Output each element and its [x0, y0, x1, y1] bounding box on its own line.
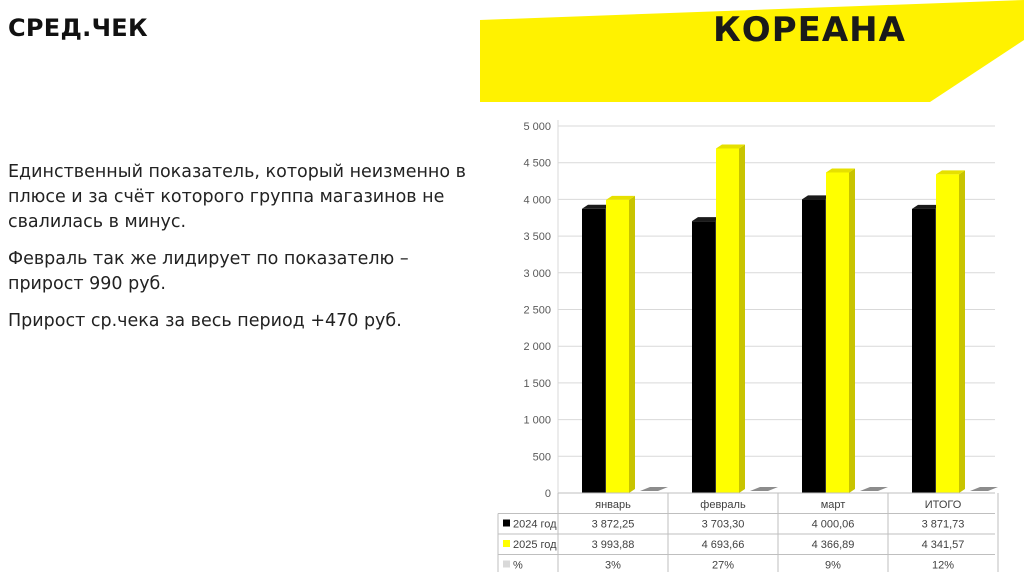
data-label: 9%	[825, 560, 841, 572]
bar-2025-2	[716, 144, 745, 493]
legend-key	[503, 519, 510, 527]
bar-front	[912, 208, 935, 494]
description-paragraph-1: Единственный показатель, который неизмен…	[8, 162, 466, 232]
bar-top	[826, 168, 855, 173]
bar-top	[802, 195, 831, 200]
description-paragraph-2: Февраль так же лидирует по показателю – …	[8, 249, 409, 294]
data-label: 3 993,88	[592, 539, 635, 551]
data-label: 3 871,73	[922, 519, 965, 531]
bar-front	[716, 148, 739, 493]
data-label: 4 366,89	[812, 539, 855, 551]
page-title: СРЕД.ЧЕК	[8, 14, 148, 42]
brand-logo: КОРЕАНА	[713, 10, 906, 50]
y-tick-label: 1 000	[523, 415, 551, 427]
data-label: 12%	[932, 560, 954, 572]
data-label: 27%	[712, 560, 734, 572]
y-tick-label: 0	[545, 488, 551, 500]
bar-top	[692, 217, 721, 222]
bar-top	[716, 144, 745, 149]
description-paragraph-3: Прирост ср.чека за весь период +470 руб.	[8, 311, 402, 331]
y-tick-label: 4 000	[523, 194, 551, 206]
legend-key	[503, 560, 510, 568]
floor-shadow	[640, 487, 668, 491]
bar-front	[802, 199, 825, 493]
data-label: 3 872,25	[592, 519, 635, 531]
bar-side	[629, 195, 635, 493]
data-label: 3 703,30	[702, 519, 745, 531]
series-name: 2024 год	[513, 519, 557, 531]
category-label: март	[821, 499, 846, 511]
y-tick-label: 3 000	[523, 268, 551, 280]
bar-top	[606, 195, 635, 200]
category-label: январь	[595, 499, 631, 511]
data-label: 4 000,06	[812, 519, 855, 531]
data-label: 4 693,66	[702, 539, 745, 551]
bar-front	[692, 221, 715, 493]
legend-key	[503, 540, 510, 547]
category-label: ИТОГО	[925, 499, 962, 511]
y-tick-label: 500	[533, 451, 551, 463]
bar-side	[849, 168, 855, 493]
category-label: февраль	[700, 499, 746, 511]
series-name: 2025 год	[513, 539, 557, 551]
y-tick-label: 4 500	[523, 158, 551, 170]
bar-front	[936, 174, 959, 493]
series-name: %	[513, 560, 523, 572]
yellow-banner	[480, 0, 1024, 102]
bar-2025-1	[606, 195, 635, 493]
bar-top	[912, 204, 941, 209]
bar-top	[582, 204, 611, 209]
bar-side	[959, 170, 965, 493]
bar-2025-4	[936, 170, 965, 493]
bar-2025-3	[826, 168, 855, 493]
floor-shadow	[970, 487, 998, 491]
bar-front	[826, 172, 849, 493]
bar-side	[739, 144, 745, 493]
y-tick-label: 5 000	[523, 121, 551, 133]
bar-front	[606, 199, 629, 493]
bar-chart: 0 500 1 000 1 500 2 000 2 500 3 000 3 500 4 000 4…	[497, 120, 999, 572]
y-tick-label: 2 500	[523, 305, 551, 317]
bar-front	[582, 208, 605, 493]
bar-top	[936, 170, 965, 175]
floor-shadow	[750, 487, 778, 491]
y-tick-label: 1 500	[523, 378, 551, 390]
y-tick-label: 3 500	[523, 231, 551, 243]
y-tick-label: 2 000	[523, 341, 551, 353]
floor-shadow	[860, 487, 888, 491]
data-label: 4 341,57	[922, 539, 965, 551]
data-label: 3%	[605, 560, 621, 572]
description-block: Единственный показатель, который неизмен…	[8, 160, 473, 346]
